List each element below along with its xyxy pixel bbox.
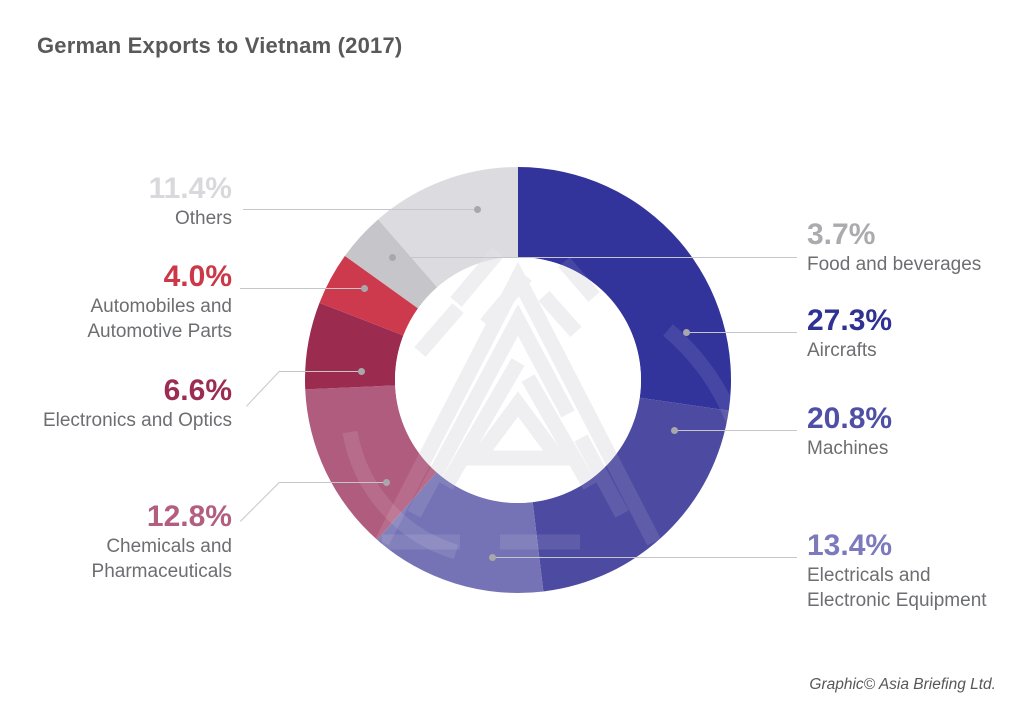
callout-label: Chemicals and [106, 536, 232, 557]
callout-value: 12.8% [146, 500, 232, 533]
callout-label: Others [174, 208, 232, 229]
watermark-logo-inner [350, 252, 750, 598]
callout-label: Machines [807, 438, 889, 459]
leader-line-others [243, 209, 478, 210]
wedge-others [378, 167, 518, 288]
donut-wedges [305, 167, 731, 593]
leader-line-chemicals-h [279, 482, 387, 483]
callout-food-and-beverages: 3.7% Food and beverages [807, 218, 981, 277]
leader-line-electronics-diag [246, 371, 280, 407]
callout-automobiles: 4.0% Automobiles and Automotive Parts [87, 260, 232, 344]
callout-machines: 20.8% Machines [807, 402, 892, 461]
leader-dot-chemicals [383, 479, 390, 486]
leader-line-automobiles [240, 288, 365, 289]
wedge-aircrafts [518, 167, 731, 411]
callout-value: 4.0% [163, 260, 232, 293]
callout-electronics-optics: 6.6% Electronics and Optics [43, 374, 232, 433]
wedge-electronics-and-optics [305, 302, 404, 390]
wedge-machines [532, 397, 729, 592]
leader-dot-aircrafts [683, 329, 690, 336]
leader-dot-food [389, 254, 396, 261]
leader-dot-electricals [489, 554, 496, 561]
callout-label: Food and beverages [807, 254, 982, 275]
page-title: German Exports to Vietnam (2017) [37, 33, 403, 58]
callout-value: 11.4% [148, 172, 232, 205]
callout-value: 27.3% [807, 304, 893, 337]
callout-value: 13.4% [807, 529, 893, 562]
donut-hole [395, 257, 641, 503]
callout-others: 11.4% Others [149, 172, 232, 231]
leader-line-chemicals-diag [240, 482, 280, 522]
credit-text: Graphic© Asia Briefing Ltd. [809, 676, 996, 693]
callout-chemicals: 12.8% Chemicals and Pharmaceuticals [92, 500, 232, 584]
callout-aircrafts: 27.3% Aircrafts [807, 304, 892, 363]
wedge-food-and-beverages [344, 219, 438, 309]
callout-label: Automotive Parts [87, 321, 232, 342]
wedge-chemicals-and-pharmaceuticals [305, 385, 437, 540]
callout-label: Electronics and Optics [42, 410, 232, 431]
callout-value: 3.7% [807, 218, 876, 251]
wedge-electricals-and-electronic-equipment [377, 472, 544, 593]
leader-line-food [393, 257, 797, 258]
callout-value: 6.6% [163, 374, 232, 407]
leader-line-electricals [493, 557, 797, 558]
leader-dot-automobiles [361, 285, 368, 292]
callout-electricals: 13.4% Electricals and Electronic Equipme… [807, 529, 987, 613]
callout-label: Electronic Equipment [807, 590, 987, 611]
leader-line-machines [675, 430, 797, 431]
callout-label: Automobiles and [90, 296, 232, 317]
leader-line-aircrafts [687, 332, 797, 333]
leader-dot-machines [671, 427, 678, 434]
callout-label: Aircrafts [807, 340, 877, 361]
callout-label: Electricals and [807, 565, 931, 586]
callout-label: Pharmaceuticals [91, 561, 232, 582]
callout-value: 20.8% [807, 402, 893, 435]
leader-dot-others [474, 206, 481, 213]
leader-dot-electronics [358, 368, 365, 375]
wedge-automobiles-and-automotive-parts [319, 255, 419, 336]
watermark-logo-outer [350, 252, 750, 598]
leader-line-electronics-h [279, 371, 363, 372]
